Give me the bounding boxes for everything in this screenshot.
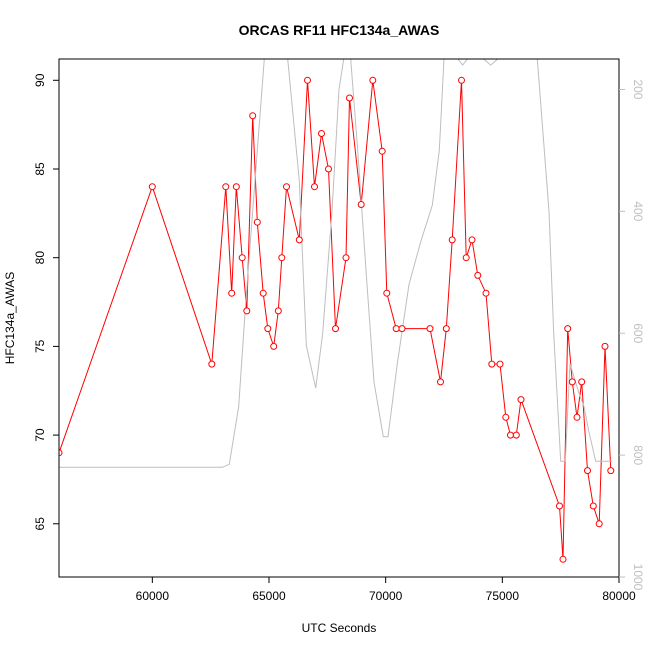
data-point xyxy=(59,449,63,457)
data-point xyxy=(496,360,504,368)
y-tick-label: 70 xyxy=(33,428,47,442)
data-point xyxy=(559,555,567,563)
data-point xyxy=(437,378,444,386)
data-point xyxy=(458,76,465,84)
data-point xyxy=(208,360,216,368)
data-point xyxy=(595,520,603,528)
y2-tick-label: 600 xyxy=(631,323,645,343)
x-tick-label: 80000 xyxy=(602,589,636,603)
x-tick-label: 60000 xyxy=(136,589,170,603)
data-point xyxy=(392,325,400,333)
data-point xyxy=(564,325,572,333)
data-point xyxy=(398,325,406,333)
y2-axis: 200 400 600 800 1000 xyxy=(619,79,645,591)
x-axis: 60000 65000 70000 75000 80000 xyxy=(136,577,636,603)
data-point xyxy=(601,342,609,350)
data-point xyxy=(512,431,520,439)
y-tick-label: 75 xyxy=(33,339,47,353)
y-tick-label: 80 xyxy=(33,251,47,265)
data-point xyxy=(507,431,514,439)
data-point xyxy=(369,76,377,84)
y-axis: 65 70 75 80 85 90 xyxy=(33,73,59,530)
data-point xyxy=(378,147,386,155)
data-point xyxy=(607,467,615,475)
data-point xyxy=(578,378,586,386)
x-tick-label: 65000 xyxy=(252,589,286,603)
data-point xyxy=(426,325,434,333)
data-point xyxy=(148,183,156,191)
series-layer xyxy=(59,59,615,563)
data-point xyxy=(238,254,246,262)
x-tick-label: 70000 xyxy=(369,589,403,603)
chart-title: ORCAS RF11 HFC134a_AWAS xyxy=(239,22,440,38)
data-point xyxy=(357,201,365,208)
data-point xyxy=(311,183,318,191)
plot-frame xyxy=(58,58,620,578)
x-tick-label: 75000 xyxy=(486,589,520,603)
data-point xyxy=(488,360,496,368)
data-point xyxy=(253,218,261,226)
series-line-2 xyxy=(59,59,612,468)
data-point xyxy=(568,378,576,386)
x-axis-label: UTC Seconds xyxy=(302,621,377,635)
data-point xyxy=(325,165,332,173)
data-point xyxy=(259,289,267,297)
data-point xyxy=(346,94,353,102)
data-point xyxy=(383,289,391,297)
y-tick-label: 85 xyxy=(33,162,47,176)
y2-tick-label: 200 xyxy=(631,79,645,99)
data-point xyxy=(318,130,325,137)
data-point xyxy=(342,254,350,262)
data-point xyxy=(243,307,251,315)
data-point xyxy=(270,342,278,350)
y2-tick-label: 400 xyxy=(631,201,645,221)
y-tick-label: 65 xyxy=(33,517,47,531)
data-point xyxy=(274,307,282,315)
data-point xyxy=(228,289,236,297)
data-point xyxy=(462,254,470,262)
data-point xyxy=(556,502,563,510)
data-point xyxy=(468,236,476,244)
data-point xyxy=(278,254,286,262)
data-point xyxy=(249,112,257,120)
y-tick-label: 90 xyxy=(33,73,47,87)
data-point xyxy=(589,502,597,510)
series-line-1 xyxy=(59,80,612,560)
data-point xyxy=(222,183,230,191)
data-point xyxy=(517,396,525,404)
data-point xyxy=(264,325,272,333)
data-point xyxy=(295,236,303,244)
y2-tick-label: 1000 xyxy=(631,564,645,591)
y-axis-label: HFC134a_AWAS xyxy=(3,272,17,364)
data-point xyxy=(584,467,591,475)
data-point xyxy=(474,271,482,279)
data-point xyxy=(332,325,339,333)
data-point xyxy=(502,413,510,421)
data-point xyxy=(573,413,581,421)
data-point xyxy=(442,325,450,333)
data-point xyxy=(283,183,290,191)
y2-tick-label: 800 xyxy=(631,445,645,465)
data-point xyxy=(304,76,311,84)
data-point xyxy=(232,183,240,191)
data-point xyxy=(482,289,490,297)
data-point xyxy=(448,236,456,244)
